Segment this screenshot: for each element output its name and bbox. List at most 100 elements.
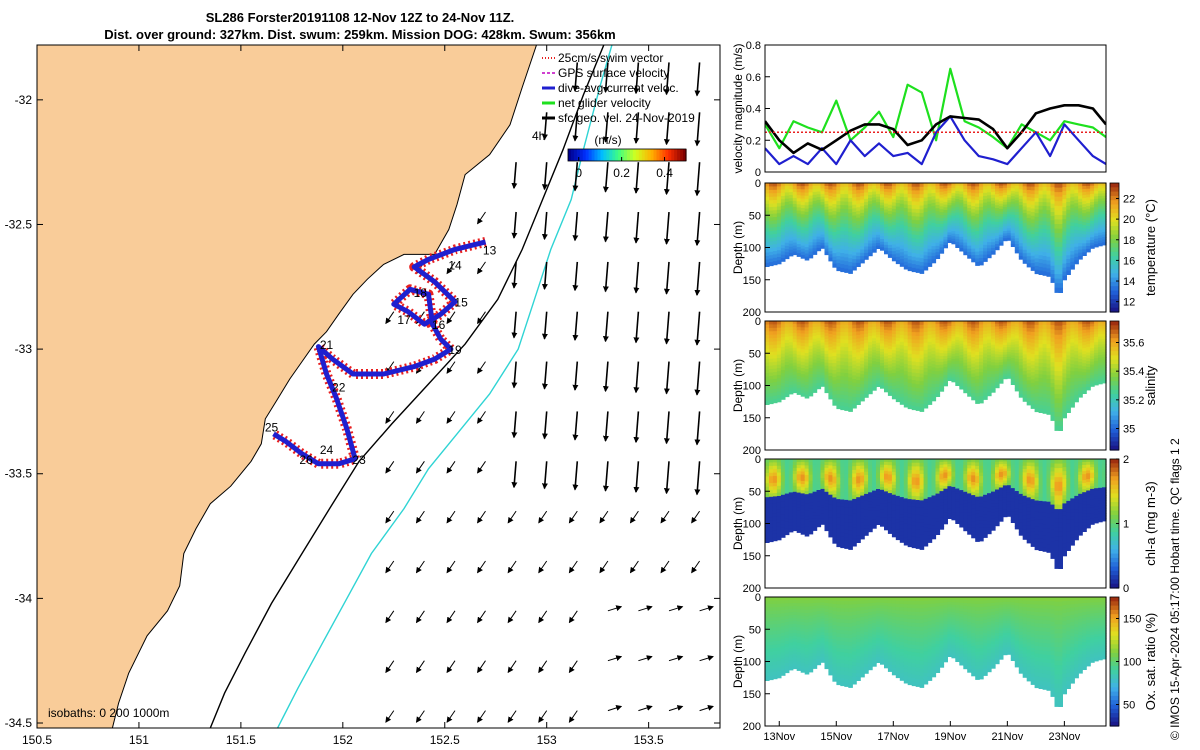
section-cell bbox=[1002, 238, 1008, 242]
section-cell bbox=[1074, 344, 1079, 349]
section-cell bbox=[796, 189, 802, 193]
section-cell bbox=[1006, 373, 1012, 377]
section-cell bbox=[812, 335, 818, 340]
section-cell bbox=[895, 347, 901, 352]
section-cell bbox=[836, 219, 841, 224]
section-cell bbox=[880, 340, 885, 344]
section-cell bbox=[1094, 352, 1099, 357]
section-cell bbox=[816, 363, 822, 367]
section-cell bbox=[927, 359, 933, 364]
section-cell bbox=[915, 335, 921, 341]
section-cell bbox=[796, 372, 802, 377]
section-cell bbox=[816, 377, 822, 381]
section-cell bbox=[1018, 198, 1024, 203]
section-cell bbox=[1054, 264, 1060, 271]
section-cell bbox=[840, 242, 845, 247]
section-cell bbox=[943, 196, 948, 200]
section-cell bbox=[1074, 391, 1079, 396]
map-colorbar-cell bbox=[573, 149, 578, 161]
section-cell bbox=[895, 354, 901, 359]
section-cell bbox=[911, 343, 917, 348]
section-cell bbox=[856, 380, 861, 385]
section-cell bbox=[780, 376, 786, 381]
section-cell bbox=[876, 326, 881, 330]
section-cell bbox=[899, 186, 905, 191]
section-cell bbox=[1014, 355, 1020, 360]
section-cell bbox=[784, 220, 790, 225]
section-cell bbox=[919, 324, 925, 330]
section-cell bbox=[816, 321, 822, 325]
section-cell bbox=[1098, 206, 1103, 210]
velocity-arrow bbox=[599, 510, 609, 524]
section-cell bbox=[816, 216, 822, 221]
section-cell bbox=[808, 352, 814, 356]
legend-entry: GPS surface velocity bbox=[558, 66, 669, 80]
section-cell bbox=[963, 221, 968, 226]
section-cell bbox=[820, 486, 826, 490]
section-cell bbox=[903, 236, 909, 241]
section-cell bbox=[1074, 347, 1079, 352]
section-cell bbox=[995, 354, 1000, 358]
section-cell bbox=[800, 496, 806, 501]
section-cell bbox=[959, 383, 964, 387]
section-cell bbox=[796, 363, 802, 368]
section-cell bbox=[765, 359, 770, 364]
section-cell bbox=[935, 346, 941, 350]
section-cell bbox=[804, 253, 810, 258]
section-cell bbox=[804, 378, 810, 383]
velocity-arrow bbox=[663, 361, 670, 395]
section-cell bbox=[812, 365, 818, 370]
section-cell bbox=[943, 364, 948, 368]
section-cell bbox=[1086, 321, 1091, 325]
section-cell bbox=[979, 358, 984, 363]
map-colorbar-cell bbox=[662, 149, 666, 161]
section-cell bbox=[800, 220, 806, 225]
section-cell bbox=[943, 348, 948, 352]
section-cell bbox=[907, 401, 913, 406]
section-cell bbox=[939, 203, 945, 207]
section-cell bbox=[1054, 287, 1060, 293]
section-cell bbox=[907, 248, 913, 253]
section-cell bbox=[959, 372, 964, 376]
section-cell bbox=[943, 231, 948, 235]
section-cell bbox=[868, 351, 873, 355]
section-cell bbox=[828, 192, 833, 197]
section-cell bbox=[1022, 246, 1028, 251]
section-cell bbox=[907, 215, 913, 220]
section-cell bbox=[808, 361, 814, 366]
section-cell bbox=[812, 239, 818, 243]
section-cell bbox=[895, 321, 901, 325]
section-cell bbox=[776, 213, 782, 218]
section-cell bbox=[872, 375, 877, 380]
section-cell bbox=[808, 392, 814, 397]
section-cell bbox=[919, 362, 925, 367]
section-cell bbox=[852, 251, 857, 257]
section-cell bbox=[1046, 264, 1052, 269]
map-colorbar-cell bbox=[668, 149, 672, 161]
section-cell bbox=[919, 407, 925, 412]
section-cell bbox=[776, 384, 782, 389]
section-cell bbox=[1082, 333, 1087, 337]
land-area bbox=[37, 45, 538, 728]
section-cell bbox=[995, 227, 1000, 231]
section-cell bbox=[832, 373, 837, 378]
section-cell bbox=[824, 350, 830, 355]
section-cell bbox=[836, 510, 841, 515]
section-cell bbox=[1074, 193, 1079, 198]
section-cell bbox=[911, 339, 917, 344]
section-cell bbox=[852, 342, 857, 347]
section-cell bbox=[1006, 356, 1012, 360]
section-cell bbox=[836, 263, 841, 268]
section-cell bbox=[884, 215, 889, 219]
section-cell bbox=[1082, 381, 1087, 385]
section-cell bbox=[832, 324, 837, 329]
section-cell bbox=[804, 231, 810, 235]
section-cell bbox=[792, 224, 798, 229]
section-cell bbox=[1058, 205, 1063, 211]
section-cell bbox=[780, 241, 786, 246]
section-cell bbox=[880, 363, 885, 367]
section-cell bbox=[796, 465, 802, 469]
velocity-arrow bbox=[511, 461, 518, 489]
section-cell bbox=[820, 245, 826, 249]
section-cell bbox=[880, 233, 885, 237]
